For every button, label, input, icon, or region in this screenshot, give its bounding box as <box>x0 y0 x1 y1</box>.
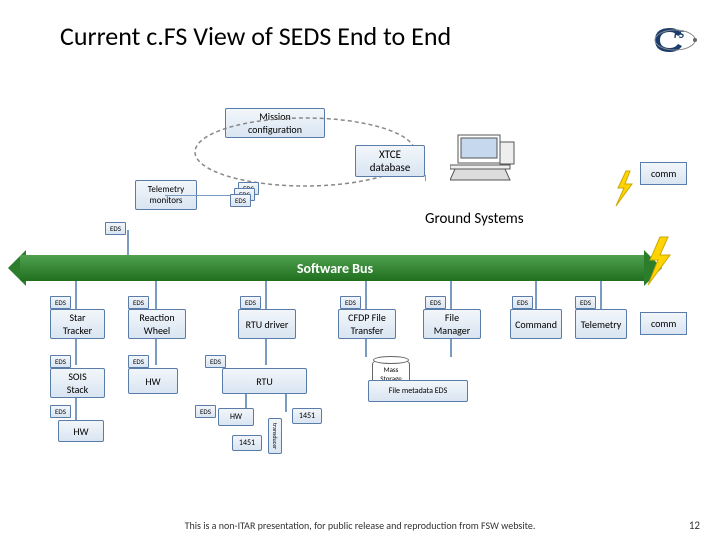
page-number: 12 <box>689 519 700 532</box>
hw-box-mini: HW <box>218 408 254 426</box>
page-title: Current c.FS View of SEDS End to End <box>60 20 451 52</box>
rtu-driver-box: RTU driver <box>238 309 296 339</box>
label-1451-b: 1451 <box>232 435 262 451</box>
eds-label: EDS <box>128 355 149 368</box>
bus-label: Software Bus <box>297 260 373 277</box>
eds-label: EDS <box>425 296 446 309</box>
eds-label: EDS <box>240 296 261 309</box>
eds-label: EDS <box>128 296 149 309</box>
file-manager-box: File Manager <box>423 309 481 339</box>
xtce-box: XTCE database <box>355 145 425 177</box>
sois-stack-box: SOIS Stack <box>50 368 105 398</box>
eds-label: EDS <box>205 355 226 368</box>
comm-box-top: comm <box>640 162 687 185</box>
command-box: Command <box>510 309 562 339</box>
eds-label: EDS <box>575 296 596 309</box>
label-1451: 1451 <box>292 408 322 424</box>
eds-label: EDS <box>50 405 71 418</box>
eds-label: EDS <box>105 222 126 235</box>
computer-icon <box>450 130 520 190</box>
telemetry-box: Telemetry <box>575 309 627 339</box>
star-tracker-box: Star Tracker <box>50 309 105 339</box>
ground-systems-label: Ground Systems <box>425 210 524 228</box>
eds-label: EDS <box>340 296 361 309</box>
transducer-box: transducer <box>268 418 282 454</box>
cfdp-box: CFDP File Transfer <box>338 309 396 339</box>
eds-label: EDS <box>50 296 71 309</box>
reaction-wheel-box: Reaction Wheel <box>128 309 186 339</box>
software-bus: Software Bus <box>20 255 650 281</box>
lightning-icon <box>640 235 680 290</box>
hw-box-lower: HW <box>58 420 104 442</box>
eds-label: EDS <box>230 194 251 207</box>
rtu-box: RTU <box>222 368 307 394</box>
footer-text: This is a non-ITAR presentation, for pub… <box>0 519 720 532</box>
comm-box-bottom: comm <box>640 312 687 335</box>
eds-label: EDS <box>512 296 533 309</box>
eds-label: EDS <box>50 355 71 368</box>
hw-box: HW <box>128 368 178 394</box>
file-metadata-box: File metadata EDS <box>368 380 468 402</box>
eds-label: EDS <box>195 405 216 418</box>
cfs-logo: FS <box>650 20 700 60</box>
lightning-icon <box>612 170 638 208</box>
